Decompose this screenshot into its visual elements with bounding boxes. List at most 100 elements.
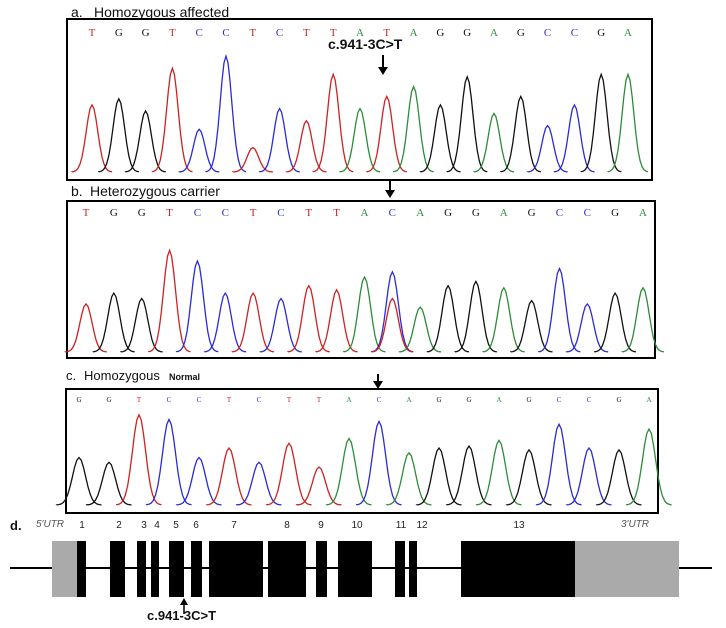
- base-b-5: C: [222, 207, 229, 219]
- peak-b-0: [64, 302, 107, 353]
- utr5-box: [52, 541, 77, 597]
- base-b-13: G: [444, 207, 452, 219]
- base-a-5: C: [222, 27, 229, 39]
- peak-c-1: [85, 461, 132, 506]
- base-b-17: C: [556, 207, 563, 219]
- peak-a-1: [98, 97, 140, 173]
- base-b-20: A: [639, 207, 647, 219]
- peak-a-5: [205, 53, 247, 173]
- base-a-3: T: [169, 27, 176, 39]
- peak-c-2: [115, 413, 162, 506]
- panel-b-frame: [66, 200, 656, 359]
- base-b-14: G: [472, 207, 480, 219]
- base-c-0: G: [76, 396, 81, 404]
- peak-c-7: [265, 442, 312, 506]
- base-b-10: A: [361, 207, 369, 219]
- utr5-label: 5'UTR: [36, 519, 64, 530]
- exon-3: [137, 541, 146, 597]
- peak-b-4: [175, 259, 219, 353]
- exon-label-13: 13: [513, 520, 525, 531]
- base-b-6: T: [250, 207, 257, 219]
- base-a-4: C: [196, 27, 203, 39]
- exon-13: [461, 541, 575, 597]
- exon-11: [395, 541, 405, 597]
- peak-b-7: [259, 297, 302, 353]
- panel-d-label: d.: [10, 518, 22, 533]
- base-b-4: C: [194, 207, 201, 219]
- panel-a-title: Homozygous affected: [94, 4, 229, 20]
- exon-label-5: 5: [173, 520, 179, 531]
- exon-6: [191, 541, 202, 597]
- base-c-17: C: [587, 396, 592, 404]
- peak-a-4: [178, 128, 220, 173]
- panel-c-frame: [65, 388, 659, 514]
- gene-mutation-arrow: [180, 598, 188, 614]
- exon-label-4: 4: [154, 520, 160, 531]
- peak-c-0: [55, 456, 102, 506]
- peak-a-3: [151, 66, 193, 173]
- peak-c-12: [415, 446, 462, 506]
- peak-c-3: [145, 417, 192, 506]
- panel-b-chromatogram: [64, 248, 664, 353]
- base-b-16: G: [528, 207, 536, 219]
- peak-c-5: [205, 446, 252, 506]
- base-b-19: G: [611, 207, 619, 219]
- peak-a-19: [580, 72, 622, 173]
- base-a-9: T: [330, 27, 337, 39]
- base-c-7: T: [287, 396, 292, 404]
- peak-c-16: [535, 422, 582, 506]
- base-c-10: C: [377, 396, 382, 404]
- peak-b-9: [315, 288, 358, 353]
- base-a-11: T: [383, 27, 390, 39]
- peak-a-12: [392, 84, 434, 173]
- panel-c-label: c.: [66, 368, 76, 383]
- peak-a-7: [258, 107, 300, 173]
- peak-c-14: [475, 439, 522, 506]
- peak-b-17: [537, 266, 581, 353]
- panel-a: a. Homozygous affected T G G T C C T C T T A T A G G A G…: [66, 4, 653, 181]
- exon-9: [316, 541, 327, 597]
- utr3-box: [575, 541, 679, 597]
- base-a-20: A: [624, 27, 632, 39]
- panel-b: b. Heterozygous carrier T G G T C C T C T T A C A G G A…: [64, 181, 664, 359]
- exon-8: [268, 541, 306, 597]
- base-b-11: C: [389, 207, 396, 219]
- exon-4: [151, 541, 159, 597]
- panel-a-label: a.: [71, 4, 83, 20]
- base-a-8: T: [303, 27, 310, 39]
- base-a-1: G: [115, 27, 123, 39]
- base-c-6: C: [257, 396, 262, 404]
- exon-2: [110, 541, 125, 597]
- base-b-15: A: [500, 207, 508, 219]
- base-a-16: G: [517, 27, 525, 39]
- exon-10: [338, 541, 372, 597]
- panel-b-label: b.: [71, 183, 83, 199]
- peak-b-15: [482, 286, 525, 353]
- peak-b-8: [287, 284, 330, 353]
- peak-a-8: [285, 119, 327, 173]
- utr3-label: 3'UTR: [621, 519, 649, 530]
- peak-a-9: [312, 72, 354, 173]
- base-a-14: G: [463, 27, 471, 39]
- base-c-5: T: [227, 396, 232, 404]
- panel-b-title: Heterozygous carrier: [90, 183, 220, 199]
- exon-12: [409, 541, 417, 597]
- panel-a-chromatogram: [71, 53, 649, 173]
- exon-label-9: 9: [318, 520, 324, 531]
- exon-label-10: 10: [351, 520, 363, 531]
- base-c-11: A: [406, 396, 411, 404]
- exon-label-11: 11: [396, 520, 407, 531]
- panel-d-gene-structure: d. 5'UTR 3'UTR 1 2 3 4 5 6 7 8 9 10 11 12 13 c.941-3…: [10, 518, 712, 623]
- base-b-12: A: [416, 207, 424, 219]
- peak-b-14: [454, 279, 497, 353]
- base-c-16: C: [557, 396, 562, 404]
- base-a-2: G: [142, 27, 150, 39]
- base-a-6: T: [249, 27, 256, 39]
- base-c-19: A: [646, 396, 651, 404]
- base-a-19: G: [597, 27, 605, 39]
- base-c-4: C: [197, 396, 202, 404]
- peak-b-3: [148, 248, 191, 353]
